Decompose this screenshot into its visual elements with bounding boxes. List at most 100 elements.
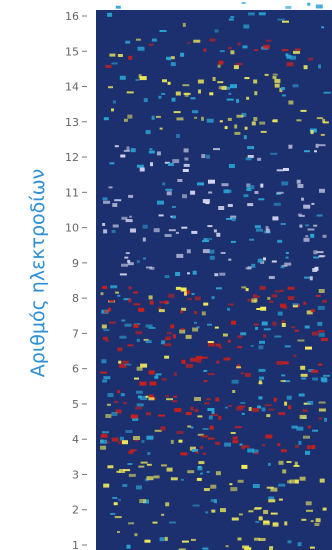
heatmap-cell bbox=[291, 326, 296, 329]
heatmap-cell bbox=[158, 414, 165, 417]
heatmap-cell bbox=[127, 259, 131, 263]
heatmap-cell bbox=[312, 429, 319, 432]
heatmap-cell bbox=[299, 476, 306, 481]
heatmap-cell bbox=[272, 76, 277, 79]
heatmap-cell bbox=[102, 223, 106, 226]
heatmap-cell bbox=[263, 334, 267, 338]
heatmap-cell bbox=[276, 192, 281, 195]
heatmap-cell bbox=[304, 325, 310, 329]
heatmap-cell bbox=[105, 65, 112, 68]
heatmap-cell bbox=[170, 477, 178, 481]
heatmap-cell bbox=[320, 133, 325, 136]
heatmap-cell bbox=[260, 130, 267, 133]
heatmap-cell bbox=[114, 400, 119, 403]
heatmap-cell bbox=[143, 338, 149, 341]
heatmap-cell bbox=[241, 112, 247, 117]
heatmap-cell bbox=[212, 77, 216, 81]
heatmap-cell bbox=[206, 398, 212, 401]
heatmap-cell bbox=[247, 185, 255, 190]
heatmap-cell bbox=[257, 258, 263, 263]
heatmap-cell bbox=[200, 472, 203, 475]
heatmap-cell bbox=[119, 363, 127, 368]
heatmap-cell bbox=[319, 478, 325, 483]
heatmap-cell bbox=[281, 323, 286, 327]
heatmap-cell bbox=[228, 258, 232, 261]
heatmap-cell bbox=[259, 285, 266, 290]
heatmap-cell bbox=[201, 311, 206, 316]
heatmap-cell bbox=[265, 434, 273, 439]
heatmap-cell bbox=[160, 426, 166, 431]
heatmap-cell bbox=[129, 449, 137, 452]
heatmap-cell bbox=[136, 403, 144, 407]
heatmap-cell bbox=[200, 356, 208, 359]
heatmap-cell bbox=[207, 373, 215, 376]
heatmap-cell bbox=[172, 159, 180, 164]
heatmap-cell bbox=[303, 435, 310, 439]
heatmap-cell bbox=[264, 404, 272, 407]
heatmap-cell bbox=[280, 380, 286, 382]
heatmap-cell bbox=[278, 460, 284, 465]
heatmap-cell bbox=[113, 502, 118, 506]
heatmap-cell bbox=[245, 157, 252, 161]
heatmap-cell bbox=[148, 43, 154, 46]
heatmap-cell bbox=[203, 452, 206, 455]
heatmap-cell bbox=[196, 359, 202, 363]
heatmap-cell bbox=[194, 296, 201, 301]
heatmap-cell bbox=[287, 540, 292, 544]
heatmap-cell bbox=[211, 411, 215, 414]
heatmap-cell bbox=[111, 108, 114, 112]
heatmap-cell bbox=[207, 437, 215, 440]
heatmap-cell bbox=[294, 329, 299, 332]
heatmap-cell bbox=[165, 502, 170, 507]
heatmap-cell bbox=[121, 216, 128, 220]
heatmap-cell bbox=[303, 301, 307, 305]
heatmap-cell bbox=[114, 199, 122, 202]
heatmap-cell bbox=[277, 239, 283, 243]
heatmap-cell bbox=[170, 56, 175, 60]
heatmap-cell bbox=[128, 286, 132, 290]
heatmap-cell bbox=[135, 406, 143, 410]
heatmap-cell bbox=[166, 56, 171, 60]
heatmap-cell bbox=[170, 324, 175, 329]
heatmap-cell bbox=[315, 518, 321, 523]
heatmap-cell bbox=[208, 191, 213, 194]
heatmap-cell bbox=[207, 341, 214, 343]
heatmap-cell bbox=[122, 440, 128, 445]
heatmap-cell bbox=[227, 307, 231, 311]
heatmap-cell bbox=[284, 345, 291, 348]
heatmap-cell bbox=[226, 218, 232, 220]
heatmap-cell bbox=[196, 355, 203, 360]
heatmap-cell bbox=[242, 45, 248, 49]
heatmap-cell bbox=[180, 287, 187, 292]
heatmap-cell bbox=[105, 414, 112, 418]
heatmap-cell bbox=[311, 202, 315, 205]
heatmap-cell bbox=[296, 426, 304, 431]
heatmap-cell bbox=[184, 291, 187, 296]
heatmap-cell bbox=[254, 191, 259, 194]
heatmap-cell bbox=[282, 469, 287, 474]
heatmap-cell bbox=[311, 331, 319, 336]
heatmap-cell bbox=[241, 464, 248, 469]
heatmap-cell bbox=[323, 374, 330, 377]
heatmap-cell bbox=[236, 98, 239, 103]
heatmap-cell bbox=[133, 303, 141, 306]
heatmap-cell bbox=[154, 429, 162, 432]
heatmap-cell bbox=[182, 194, 187, 199]
heatmap-cell bbox=[203, 302, 209, 306]
heatmap-cell bbox=[207, 342, 215, 347]
heatmap-cell bbox=[261, 407, 266, 412]
heatmap-cell bbox=[128, 473, 136, 477]
heatmap-cell bbox=[245, 267, 249, 270]
heatmap-cell bbox=[244, 547, 252, 550]
heatmap-cell bbox=[303, 65, 308, 70]
heatmap-cell bbox=[242, 545, 250, 549]
heatmap-cell bbox=[155, 115, 161, 118]
heatmap-cell bbox=[296, 179, 301, 184]
heatmap-cell bbox=[261, 321, 268, 326]
heatmap-cell bbox=[130, 148, 136, 153]
heatmap-cell bbox=[149, 266, 155, 270]
heatmap-cell bbox=[159, 301, 167, 304]
heatmap-cell bbox=[150, 162, 153, 167]
heatmap-cell bbox=[246, 96, 250, 100]
heatmap-cell bbox=[263, 257, 266, 261]
